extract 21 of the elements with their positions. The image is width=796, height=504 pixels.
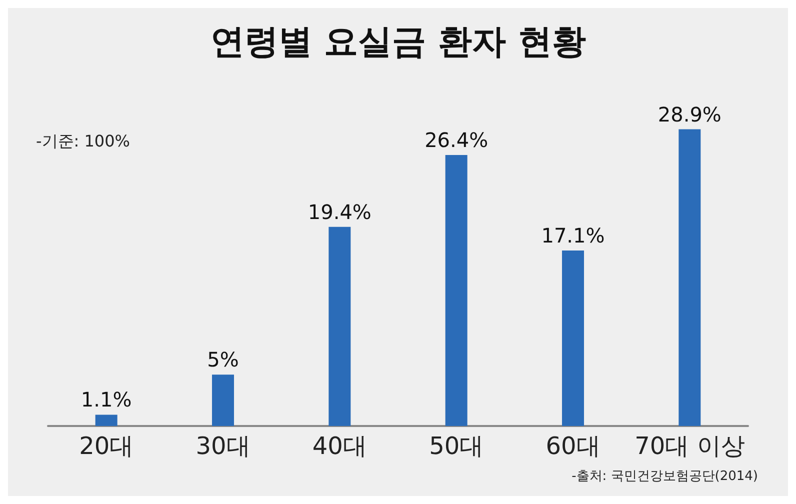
annotation: -기준: 100% bbox=[36, 132, 130, 150]
chart-title: 연령별 요실금 환자 현황 bbox=[210, 22, 586, 62]
data-label: 17.1% bbox=[541, 223, 605, 248]
bar bbox=[212, 374, 234, 426]
data-label: 19.4% bbox=[308, 200, 372, 224]
x-tick-label: 50대 bbox=[429, 432, 484, 460]
bar bbox=[678, 129, 701, 426]
bar bbox=[562, 250, 584, 426]
x-tick-label: 20대 bbox=[79, 432, 134, 460]
bar bbox=[445, 154, 468, 426]
data-label: 5% bbox=[207, 348, 239, 372]
data-label: 1.1% bbox=[80, 388, 132, 412]
x-tick-label: 30대 bbox=[196, 432, 250, 460]
text: -출처: 국민건강보험공단(2014) bbox=[572, 469, 758, 484]
bar bbox=[95, 414, 118, 426]
bar bbox=[328, 226, 351, 426]
x-tick-label: 70대 이상 bbox=[634, 432, 745, 460]
x-tick-label: 40대 bbox=[312, 432, 367, 460]
x-tick-label: 60대 bbox=[546, 432, 600, 460]
data-label: 28.9% bbox=[658, 102, 722, 126]
data-label: 26.4% bbox=[424, 128, 488, 152]
